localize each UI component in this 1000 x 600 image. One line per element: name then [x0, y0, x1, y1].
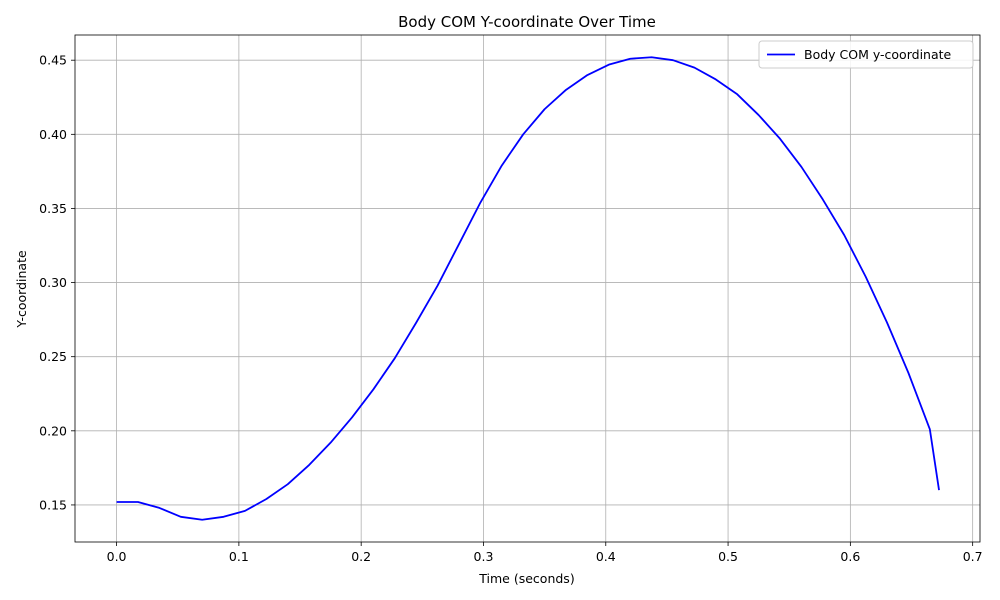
- ticks: 0.0 0.1 0.2 0.3 0.4 0.5 0.6 0.7 0.15 0.20 0.25 0.30…: [39, 53, 982, 564]
- y-tick-label: 0.20: [39, 423, 67, 438]
- x-tick-label: 0.2: [351, 549, 371, 564]
- x-tick-label: 0.3: [474, 549, 494, 564]
- legend-label: Body COM y-coordinate: [804, 47, 952, 62]
- x-tick-label: 0.0: [107, 549, 127, 564]
- x-tick-label: 0.4: [596, 549, 616, 564]
- y-tick-label: 0.25: [39, 349, 67, 364]
- x-tick-label: 0.1: [229, 549, 249, 564]
- series-line-0: [116, 56, 940, 521]
- x-tick-label: 0.7: [963, 549, 983, 564]
- y-tick-label: 0.30: [39, 275, 67, 290]
- plot-area-frame: [74, 34, 981, 543]
- legend: Body COM y-coordinate: [758, 40, 974, 69]
- grid: [75, 35, 980, 542]
- series-layer: [116, 56, 940, 521]
- y-tick-label: 0.15: [39, 497, 67, 512]
- x-tick-label: 0.6: [840, 549, 860, 564]
- y-tick-label: 0.45: [39, 53, 67, 68]
- y-tick-label: 0.40: [39, 127, 67, 142]
- y-axis-label: Y-coordinate: [14, 250, 29, 329]
- x-axis-label: Time (seconds): [478, 571, 574, 586]
- x-tick-label: 0.5: [718, 549, 738, 564]
- y-tick-label: 0.35: [39, 201, 67, 216]
- chart-title: Body COM Y-coordinate Over Time: [398, 13, 656, 31]
- plot-frame: [74, 34, 981, 543]
- legend-box: [758, 40, 974, 69]
